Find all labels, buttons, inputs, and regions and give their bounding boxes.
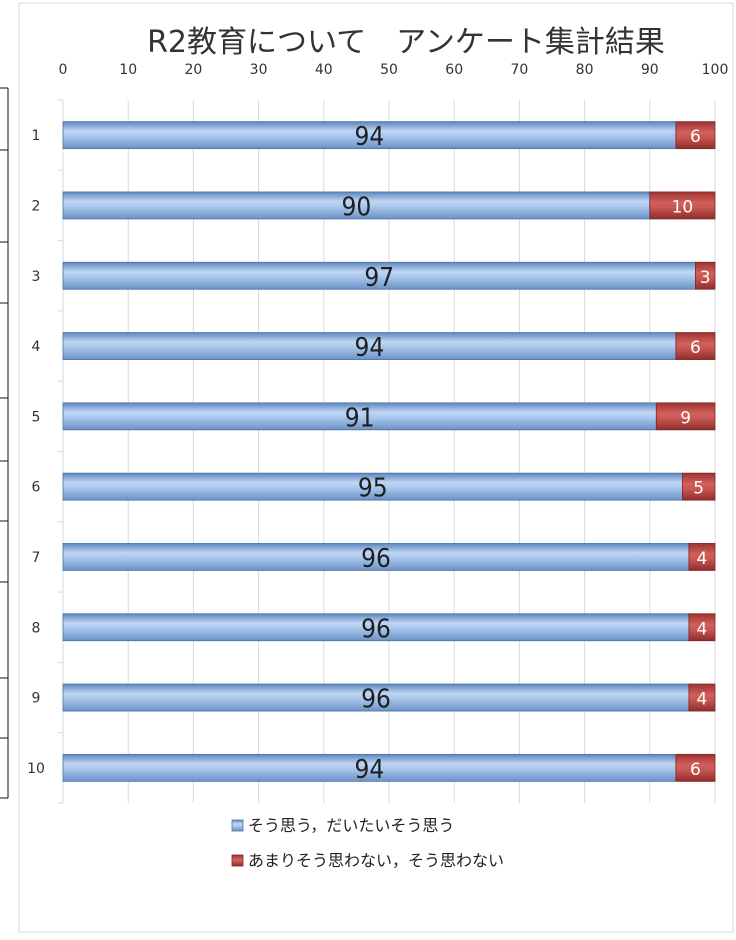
data-label-series2-3: 3 (700, 268, 711, 288)
chart-title: R2教育について アンケート集計結果 (147, 25, 665, 60)
data-label-series2-6: 5 (693, 479, 704, 499)
x-tick-label-30: 30 (250, 62, 268, 78)
category-label-7: 7 (32, 550, 41, 566)
data-label-series1-6: 95 (358, 474, 388, 504)
bar-series1-8 (62, 613, 690, 642)
data-label-series2-10: 6 (690, 760, 701, 780)
bar-series2-2 (649, 191, 716, 220)
data-label-series2-2: 10 (672, 197, 694, 217)
category-label-6: 6 (32, 480, 41, 496)
x-tick-label-50: 50 (380, 62, 398, 78)
bar-series1-7 (62, 543, 690, 571)
data-label-series1-4: 94 (355, 333, 385, 363)
category-label-1: 1 (32, 128, 41, 144)
data-label-series2-7: 4 (697, 549, 708, 569)
data-label-series1-7: 96 (361, 544, 391, 574)
bar-series2-4 (675, 332, 716, 360)
data-labels: 94 6 90 10 97 3 94 6 91 9 95 5 96 4 96 4 96 4 94 6 (342, 122, 711, 785)
x-tick-label-90: 90 (641, 62, 659, 78)
bar-series1-4 (62, 332, 677, 360)
data-label-series1-3: 97 (364, 263, 394, 293)
data-label-series2-5: 9 (680, 408, 691, 428)
legend-label-2: あまりそう思わない，そう思わない (248, 851, 504, 870)
data-label-series2-8: 4 (697, 619, 708, 639)
bar-series1-3 (62, 261, 696, 290)
x-tick-label-100: 100 (702, 62, 729, 78)
category-label-8: 8 (32, 620, 41, 636)
y-axis-categories: 1 2 3 4 5 6 7 8 9 10 (27, 128, 45, 777)
data-label-series1-1: 94 (355, 122, 385, 152)
bar-series1-9 (62, 683, 690, 712)
x-tick-label-40: 40 (315, 62, 333, 78)
x-tick-label-60: 60 (445, 62, 463, 78)
category-label-5: 5 (32, 409, 41, 425)
category-label-2: 2 (32, 198, 41, 214)
legend-swatch-2 (231, 854, 244, 867)
bar-series2-8 (688, 613, 716, 642)
data-label-series2-1: 6 (690, 127, 701, 147)
bar-series2-6 (682, 472, 716, 501)
category-label-3: 3 (32, 269, 41, 285)
x-tick-label-70: 70 (510, 62, 528, 78)
data-label-series1-5: 91 (345, 403, 375, 433)
bar-series1-1 (62, 121, 677, 150)
x-axis-ticks: 0 10 20 30 40 50 60 70 80 90 100 (59, 62, 729, 78)
x-tick-label-80: 80 (576, 62, 594, 78)
data-label-series1-10: 94 (355, 755, 385, 785)
bar-series2-1 (675, 121, 716, 150)
data-label-series1-8: 96 (361, 614, 391, 644)
data-label-series2-9: 4 (697, 690, 708, 710)
bar-series2-9 (688, 683, 716, 712)
category-label-4: 4 (32, 339, 41, 355)
data-label-series1-9: 96 (361, 685, 391, 715)
bar-series1-5 (62, 402, 657, 431)
category-label-9: 9 (32, 691, 41, 707)
chart-frame (18, 2, 734, 933)
data-label-series2-4: 6 (690, 338, 701, 358)
legend-label-1: そう思う，だいたいそう思う (248, 816, 454, 835)
x-tick-label-10: 10 (119, 62, 137, 78)
bar-series2-5 (655, 402, 716, 431)
bar-series2-7 (688, 543, 716, 571)
x-tick-label-20: 20 (184, 62, 202, 78)
x-tick-label-0: 0 (59, 62, 68, 78)
bar-series2-10 (675, 753, 716, 782)
left-edge-marks (0, 87, 9, 799)
bar-series1-6 (62, 472, 683, 501)
bar-series2-3 (695, 261, 716, 290)
data-label-series1-2: 90 (342, 192, 372, 222)
category-label-10: 10 (27, 761, 45, 777)
bars (62, 121, 716, 782)
legend-swatch-1 (231, 819, 244, 832)
